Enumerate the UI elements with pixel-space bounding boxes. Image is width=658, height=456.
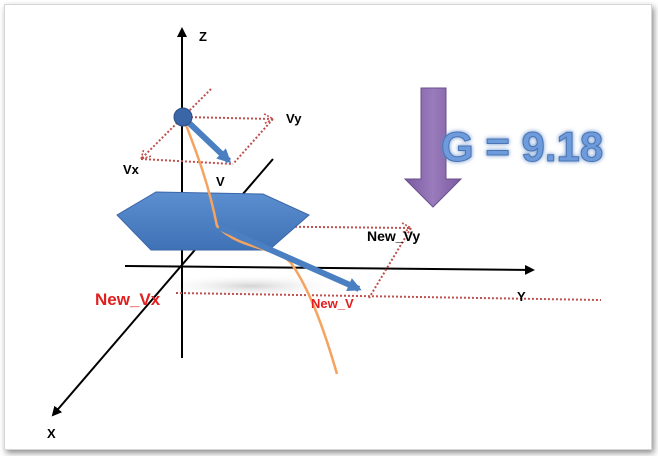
y-axis-label: Y [517, 289, 526, 304]
platform-shadow [156, 274, 346, 298]
velocity-vector-new-v [217, 224, 362, 292]
y-axis [124, 264, 535, 275]
new-vy-label: New_Vy [367, 228, 420, 244]
new-vx-component-line [175, 292, 602, 301]
v-label: V [216, 174, 225, 189]
sphere [173, 107, 193, 127]
vy-component-line [182, 113, 275, 125]
gravity-arrow [403, 87, 463, 208]
velocity-vector-v [183, 117, 232, 164]
platform [116, 191, 310, 251]
vy-parallel-line [232, 118, 274, 165]
new-vy-parallel-line [368, 227, 412, 299]
vy-label: Vy [286, 111, 302, 126]
vx-component-line [139, 116, 184, 161]
vx-label: Vx [123, 162, 140, 177]
physics-diagram: Z Y X Vy Vx V New_Vy New_Vx New_V G = 9.… [47, 27, 604, 441]
new-vx-label: New_Vx [95, 290, 161, 309]
diagram-frame: Z Y X Vy Vx V New_Vy New_Vx New_V G = 9.… [4, 4, 652, 450]
upper-components [139, 88, 275, 165]
gravity-label: G = 9.18 [441, 123, 603, 170]
new-v-label: New_V [311, 296, 354, 311]
x-axis-label: X [47, 426, 56, 441]
z-axis-label: Z [199, 29, 207, 44]
vx-parallel-line [140, 158, 234, 165]
